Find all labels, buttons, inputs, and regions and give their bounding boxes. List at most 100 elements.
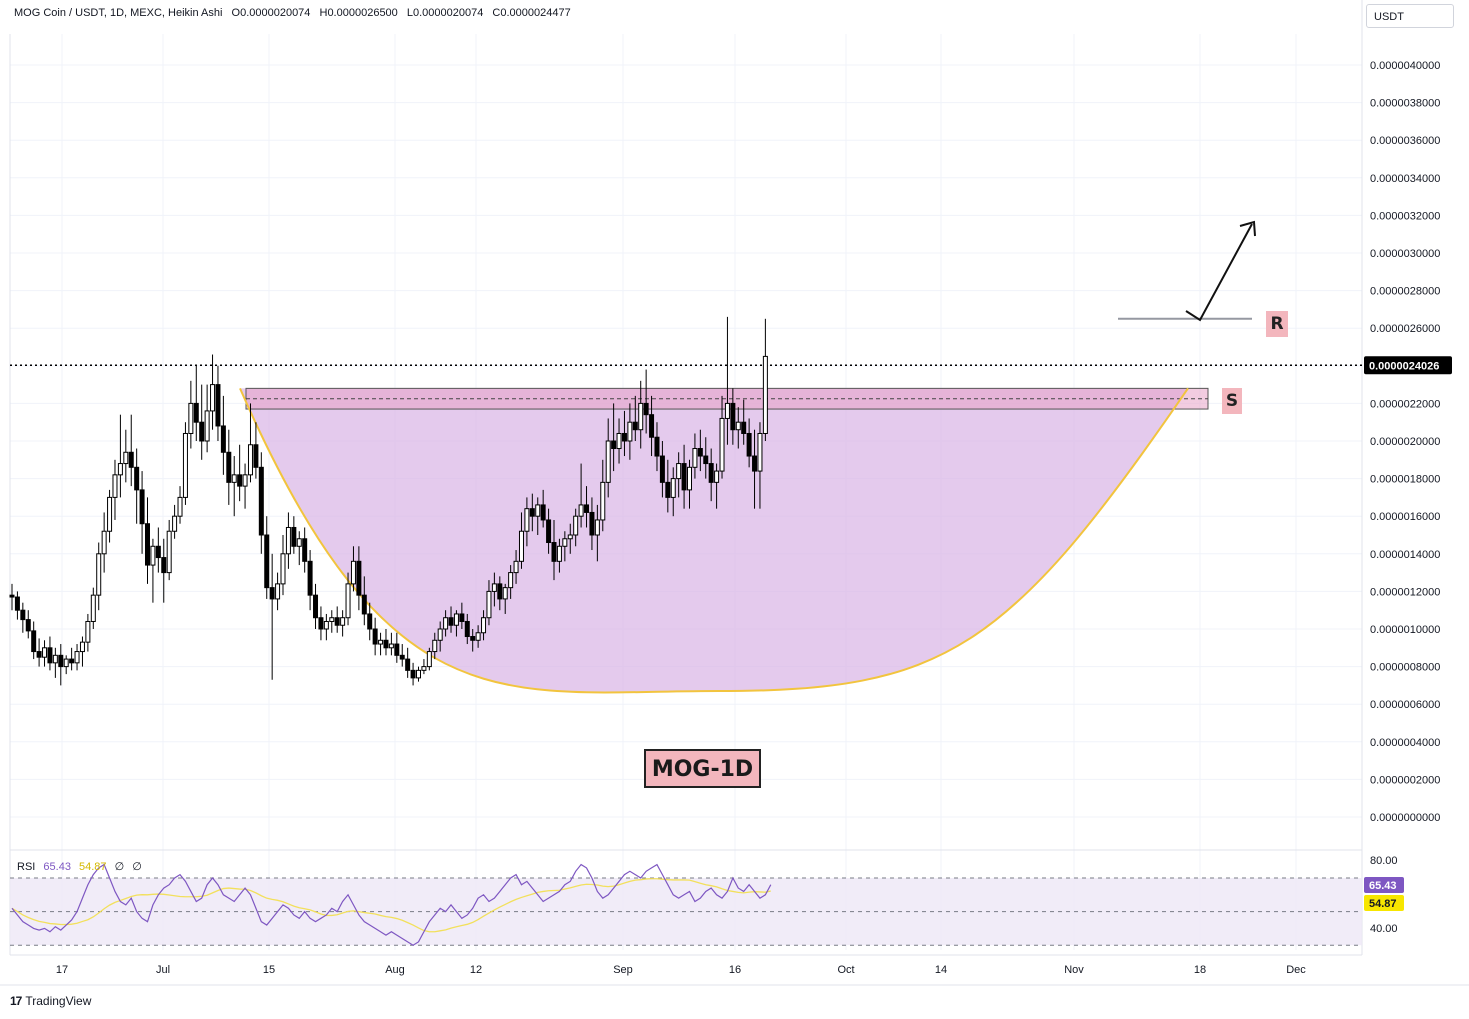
candle [589,497,595,551]
candle [36,638,42,667]
candle [399,644,405,667]
rsi-ma-line [11,878,771,933]
time-axis-tick: 18 [1194,964,1206,976]
price-axis-tick: 0.0000040000 [1370,60,1440,72]
candle [735,407,741,449]
candle [361,576,367,626]
candle [643,369,649,434]
time-axis-tick: Nov [1064,964,1084,976]
candle [172,504,178,539]
candle [421,659,427,675]
current-price-tag: 0.0000024026 [1364,356,1452,375]
candle [746,418,752,468]
candle [150,538,156,603]
candle [432,632,438,660]
candle [269,553,275,680]
candle [665,459,671,513]
rsi-value: 65.43 [43,861,71,873]
candle [535,497,541,535]
candle [285,512,291,569]
rsi-pane[interactable]: 80.00 40.00 65.43 54.87 [10,855,1404,946]
candle [188,380,194,449]
candle [161,538,167,603]
symbol-title[interactable]: MOG Coin / USDT, 1D, MEXC, Heikin Ashi [14,7,223,19]
candle [551,519,557,581]
rsi-axis-tick: 80.00 [1370,855,1398,867]
candle [388,632,394,656]
candle [264,516,270,599]
price-axis-tick: 0.0000022000 [1370,398,1440,410]
price-axis-tick: 0.0000000000 [1370,812,1440,824]
candle [155,527,161,573]
candle [90,587,96,629]
candle [166,519,172,581]
price-axis-tick: 0.0000010000 [1370,624,1440,636]
time-axis[interactable]: 17 Jul 15 Aug 12 Sep 16 Oct 14 Nov 18 Dec [0,964,1469,986]
candle [177,486,183,524]
candle [518,512,524,569]
candle [313,583,319,629]
candle [101,512,107,573]
candle [627,403,633,460]
price-axis-tick: 0.0000026000 [1370,323,1440,335]
time-axis-tick: Oct [837,964,854,976]
brand-name: TradingView [25,994,92,1008]
candle [410,662,416,686]
candle [670,467,676,517]
currency-button[interactable]: USDT [1366,4,1454,28]
candle [724,316,730,445]
candle [448,606,454,633]
tradingview-logo-icon: 17 [10,994,22,1008]
candle [638,380,644,449]
candle [63,655,69,675]
candle [681,444,687,509]
candle [128,414,134,487]
candle [258,452,264,554]
candle [74,644,80,671]
candle [546,508,552,554]
symbol-header: MOG Coin / USDT, 1D, MEXC, Heikin Ashi O… [14,7,577,19]
candle [323,613,329,641]
ohlc-low: L0.0000020074 [406,7,484,19]
candle [356,546,362,611]
candle [253,422,259,479]
candle [621,410,627,457]
candle [242,463,248,509]
candle [437,621,443,652]
candle [762,318,768,441]
price-axis-tick: 0.0000018000 [1370,474,1440,486]
candle [708,448,714,502]
candle [58,644,64,686]
candle [508,565,514,599]
candle [584,486,590,528]
price-axis-tick: 0.0000006000 [1370,699,1440,711]
candle [378,632,384,656]
candle [302,527,308,573]
candle [416,666,421,682]
price-axis-tick: 0.0000002000 [1370,774,1440,786]
price-axis[interactable]: 0.0000040000 0.0000038000 0.0000036000 0.00… [1370,60,1440,824]
candle [453,610,459,637]
price-axis-tick: 0.0000032000 [1370,210,1440,222]
candle [502,583,508,614]
candle [578,463,584,528]
candle [529,493,535,532]
candle [562,531,568,562]
resistance-label: R [1266,311,1288,337]
candle [215,365,221,441]
rsi-legend[interactable]: RSI 65.43 54.87 ∅ ∅ [17,860,147,873]
candle [280,535,286,596]
candle [372,617,378,656]
price-axis-tick: 0.0000020000 [1370,436,1440,448]
time-axis-tick: 17 [56,964,68,976]
support-label: S [1222,388,1242,414]
candle [329,610,335,633]
rsi-name: RSI [17,861,36,873]
candle [659,441,665,498]
chart-annotation-title: MOG-1D [644,749,761,788]
candle [594,504,600,562]
time-axis-tick: Aug [385,964,405,976]
candle [52,647,58,678]
tradingview-brand[interactable]: 17 TradingView [10,994,91,1008]
